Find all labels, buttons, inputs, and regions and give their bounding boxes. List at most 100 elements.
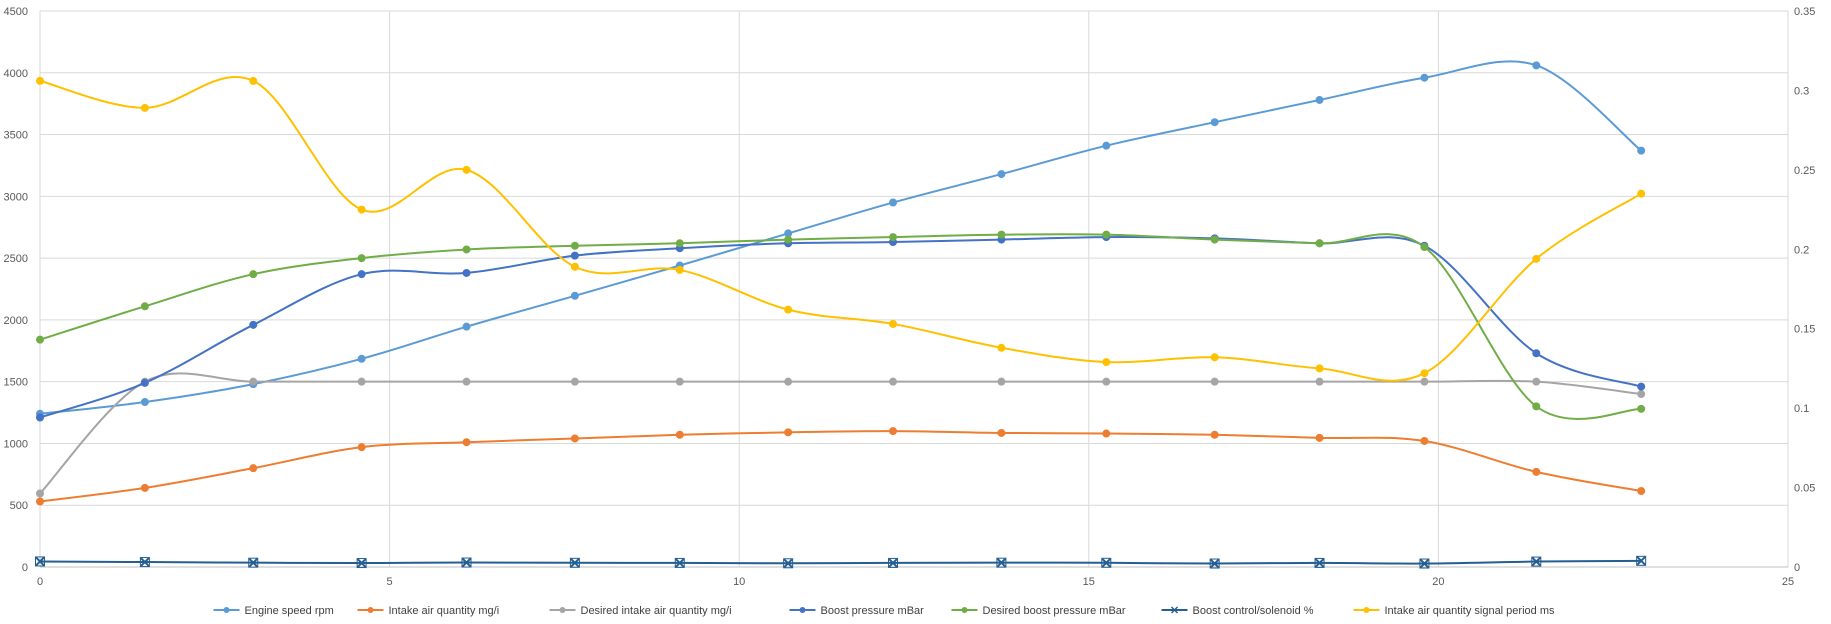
data-point: [140, 398, 149, 407]
y-left-tick-label: 1000: [4, 438, 28, 450]
y-right-tick-label: 0.3: [1794, 85, 1809, 97]
y-right-tick-label: 0.1: [1794, 403, 1809, 415]
data-point: [461, 557, 472, 568]
data-point: [1636, 555, 1647, 566]
x-tick-label: 20: [1432, 576, 1444, 588]
legend-item: Intake air quantity signal period ms: [1353, 605, 1555, 617]
y-right-tick-label: 0.35: [1794, 6, 1815, 18]
data-point: [1532, 61, 1541, 70]
legend-label: Engine speed rpm: [245, 605, 334, 617]
legend-item: Engine speed rpm: [213, 605, 334, 617]
legend-label: Desired boost pressure mBar: [983, 605, 1126, 617]
data-point: [140, 302, 149, 311]
y-left-tick-label: 2500: [4, 253, 28, 265]
data-point: [1210, 353, 1219, 362]
data-point: [36, 76, 44, 85]
data-point: [249, 464, 258, 473]
y-right-tick-label: 0: [1794, 562, 1800, 574]
series-line-5: [39, 559, 1642, 565]
data-point: [36, 335, 44, 344]
data-point: [1210, 235, 1219, 244]
data-point: [1637, 487, 1646, 496]
data-point: [249, 377, 258, 386]
legend: Engine speed rpm Intake air quantity mg/i…: [213, 605, 1555, 617]
data-point: [1210, 377, 1219, 386]
legend-item: Boost control/solenoid %: [1161, 605, 1314, 617]
y-left-tick-label: 3000: [4, 191, 28, 203]
data-point: [1102, 141, 1111, 150]
x-tick-label: 0: [37, 576, 43, 588]
data-point: [462, 245, 471, 254]
data-point: [249, 76, 258, 85]
legend-item: Desired boost pressure mBar: [951, 605, 1126, 617]
legend-label: Intake air quantity signal period ms: [1385, 605, 1555, 617]
data-point: [1210, 118, 1219, 127]
legend-label: Boost control/solenoid %: [1193, 605, 1314, 617]
data-point: [1420, 369, 1429, 378]
data-point: [357, 377, 366, 386]
data-point: [1314, 557, 1325, 568]
series-line-1: [39, 430, 1642, 503]
data-point: [357, 270, 366, 279]
data-point: [1532, 349, 1541, 358]
data-point: [997, 170, 1006, 179]
series-lines: [39, 60, 1642, 565]
series-line-6: [39, 76, 1642, 382]
data-point: [674, 557, 685, 568]
data-point: [36, 497, 44, 506]
y-right-tick-label: 0.05: [1794, 483, 1815, 495]
data-point: [1637, 382, 1646, 391]
data-point: [997, 230, 1006, 239]
series-markers: [35, 61, 1647, 569]
data-point: [1420, 242, 1429, 251]
y-left-tick-label: 500: [10, 500, 28, 512]
data-point: [675, 430, 684, 439]
data-point: [1532, 254, 1541, 263]
data-point: [1102, 429, 1111, 438]
data-point: [36, 413, 44, 422]
data-point: [462, 268, 471, 277]
series-line-4: [39, 233, 1642, 420]
series-line-3: [39, 236, 1642, 419]
legend-label: Boost pressure mBar: [821, 605, 925, 617]
data-point: [1101, 557, 1112, 568]
y-left-tick-label: 4500: [4, 6, 28, 18]
legend-item: Intake air quantity mg/i: [357, 605, 500, 617]
data-point: [570, 291, 579, 300]
data-point: [1315, 364, 1324, 373]
series-line-2: [39, 372, 1642, 495]
data-point: [1532, 467, 1541, 476]
y-left-tick-label: 4000: [4, 68, 28, 80]
data-point: [36, 489, 44, 498]
data-point: [1209, 558, 1220, 569]
data-point: [1210, 430, 1219, 439]
y-right-tick-label: 0.2: [1794, 244, 1809, 256]
data-point: [784, 235, 793, 244]
legend-item: Desired intake air quantity mg/i: [549, 605, 732, 617]
series-line-0: [39, 60, 1642, 415]
data-point: [997, 343, 1006, 352]
data-point: [889, 377, 898, 386]
data-point: [996, 557, 1007, 568]
legend-label: Desired intake air quantity mg/i: [581, 605, 732, 617]
data-point: [888, 557, 899, 568]
data-point: [1531, 556, 1542, 567]
y-left-tick-label: 2000: [4, 315, 28, 327]
data-point: [1420, 73, 1429, 82]
data-point: [675, 239, 684, 248]
data-point: [889, 233, 898, 242]
data-point: [1420, 377, 1429, 386]
legend-item: Boost pressure mBar: [789, 605, 925, 617]
data-point: [784, 305, 793, 314]
data-point: [1637, 390, 1646, 399]
gridlines: [39, 10, 1789, 568]
data-point: [356, 558, 367, 569]
legend-label: Intake air quantity mg/i: [389, 605, 500, 617]
data-point: [357, 354, 366, 363]
data-point: [675, 377, 684, 386]
data-point: [248, 557, 259, 568]
data-point: [569, 557, 580, 568]
data-point: [1637, 146, 1646, 155]
data-point: [140, 103, 149, 112]
